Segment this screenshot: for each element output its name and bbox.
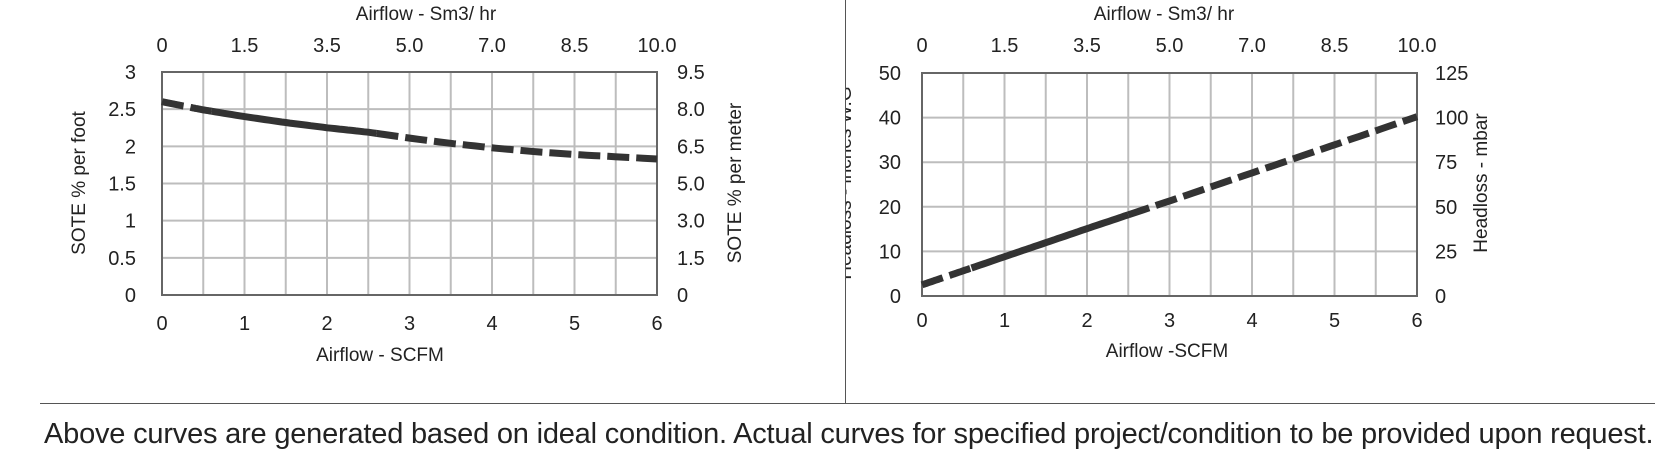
y-left-tick-label: 2 xyxy=(125,136,136,158)
y-right-tick-label: 125 xyxy=(1435,63,1468,85)
y-right-tick-label: 25 xyxy=(1435,241,1457,263)
x-top-tick-label: 5.0 xyxy=(1156,35,1184,57)
y-right-tick-label: 0 xyxy=(677,285,688,307)
y-left-tick-label: 50 xyxy=(879,63,901,85)
y-left-tick-label: 30 xyxy=(879,152,901,174)
grid xyxy=(161,71,658,296)
x-top-tick-label: 0 xyxy=(156,35,167,57)
y-left-tick-label: 0.5 xyxy=(108,248,136,270)
x-tick-label: 3 xyxy=(404,313,415,335)
plot-frame xyxy=(921,72,1418,297)
x-top-tick-label: 0 xyxy=(916,35,927,57)
x-top-tick-label: 8.5 xyxy=(561,35,589,57)
panel-divider xyxy=(845,0,846,403)
y-left-tick-label: 40 xyxy=(879,108,901,130)
y-left-tick-label: 1 xyxy=(125,211,136,233)
y-right-axis-title: Headloss - mbar xyxy=(1471,113,1492,253)
x-tick-label: 6 xyxy=(1411,310,1422,332)
x-axis-title: Airflow -SCFM xyxy=(1106,341,1228,362)
y-right-tick-label: 6.5 xyxy=(677,136,705,158)
series-line-dashed xyxy=(1127,113,1419,219)
y-right-tick-label: 9.5 xyxy=(677,62,705,84)
x-tick-label: 5 xyxy=(569,313,580,335)
x-tick-label: 4 xyxy=(1246,310,1257,332)
sote-chart-panel: 0 1 2 3 4 5 6 0 1.5 3.5 5.0 7.0 8.5 10.0 0 0.5 1 1.5 2 2.5 3… xyxy=(0,0,845,400)
series-line-dashed xyxy=(376,129,658,163)
x-top-tick-label: 3.5 xyxy=(1073,35,1101,57)
x-top-tick-label: 3.5 xyxy=(313,35,341,57)
footnote-divider xyxy=(40,403,1655,404)
y-right-tick-label: 50 xyxy=(1435,197,1457,219)
series-line-solid xyxy=(210,107,378,137)
y-right-axis-title: SOTE % per meter xyxy=(725,102,746,263)
headloss-chart: 0 1 2 3 4 5 60 1.5 3.5 5.0 7.0 8.5 10.00102030405002… xyxy=(835,4,1492,362)
series-line-dashed xyxy=(161,98,213,115)
x-top-tick-label: 1.5 xyxy=(231,35,259,57)
x-tick-label: 0 xyxy=(916,310,927,332)
x-tick-label: 1 xyxy=(999,310,1010,332)
y-right-tick-label: 1.5 xyxy=(677,248,705,270)
x-axis-title: Airflow - SCFM xyxy=(316,345,444,366)
x-top-tick-label: 10.0 xyxy=(638,35,677,57)
y-left-axis-title: SOTE % per foot xyxy=(69,110,90,254)
y-right-tick-label: 8.0 xyxy=(677,99,705,121)
y-left-tick-label: 3 xyxy=(125,62,136,84)
y-right-tick-label: 100 xyxy=(1435,108,1468,130)
x-tick-label: 4 xyxy=(486,313,497,335)
x-tick-label: 0 xyxy=(156,313,167,335)
y-left-tick-label: 0 xyxy=(890,286,901,308)
sote-chart: 0 1 2 3 4 5 60 1.5 3.5 5.0 7.0 8.5 10.000.511.522.53… xyxy=(69,4,746,366)
x-top-tick-label: 10.0 xyxy=(1398,35,1437,57)
x-top-tick-label: 1.5 xyxy=(991,35,1019,57)
series-line-solid xyxy=(970,211,1130,272)
series-line-dashed xyxy=(920,264,973,289)
x-tick-label: 2 xyxy=(321,313,332,335)
x-tick-label: 6 xyxy=(651,313,662,335)
x-top-tick-label: 8.5 xyxy=(1321,35,1349,57)
x-top-tick-label: 7.0 xyxy=(478,35,506,57)
headloss-chart-panel: 0 1 2 3 4 5 6 0 1.5 3.5 5.0 7.0 8.5 10.0 0 10 20 30 40 50 0 2… xyxy=(835,0,1680,400)
x-tick-label: 5 xyxy=(1329,310,1340,332)
x-tick-label: 2 xyxy=(1081,310,1092,332)
y-left-tick-label: 1.5 xyxy=(108,174,136,196)
x-tick-label: 1 xyxy=(239,313,250,335)
y-left-axis-title: Headloss - inches W.G xyxy=(846,86,856,279)
x-tick-label: 3 xyxy=(1164,310,1175,332)
plot-frame xyxy=(161,71,658,296)
x-top-tick-label: 5.0 xyxy=(396,35,424,57)
x-top-axis-title: Airflow - Sm3/ hr xyxy=(356,4,497,25)
y-left-tick-label: 10 xyxy=(879,241,901,263)
y-left-tick-label: 0 xyxy=(125,285,136,307)
y-left-tick-label: 20 xyxy=(879,197,901,219)
y-right-tick-label: 0 xyxy=(1435,286,1446,308)
x-top-tick-label: 7.0 xyxy=(1238,35,1266,57)
y-left-tick-label: 2.5 xyxy=(108,99,136,121)
footnote-text: Above curves are generated based on idea… xyxy=(44,418,1654,450)
y-right-tick-label: 3.0 xyxy=(677,211,705,233)
y-right-tick-label: 75 xyxy=(1435,152,1457,174)
y-right-tick-label: 5.0 xyxy=(677,174,705,196)
x-top-axis-title: Airflow - Sm3/ hr xyxy=(1094,4,1235,25)
